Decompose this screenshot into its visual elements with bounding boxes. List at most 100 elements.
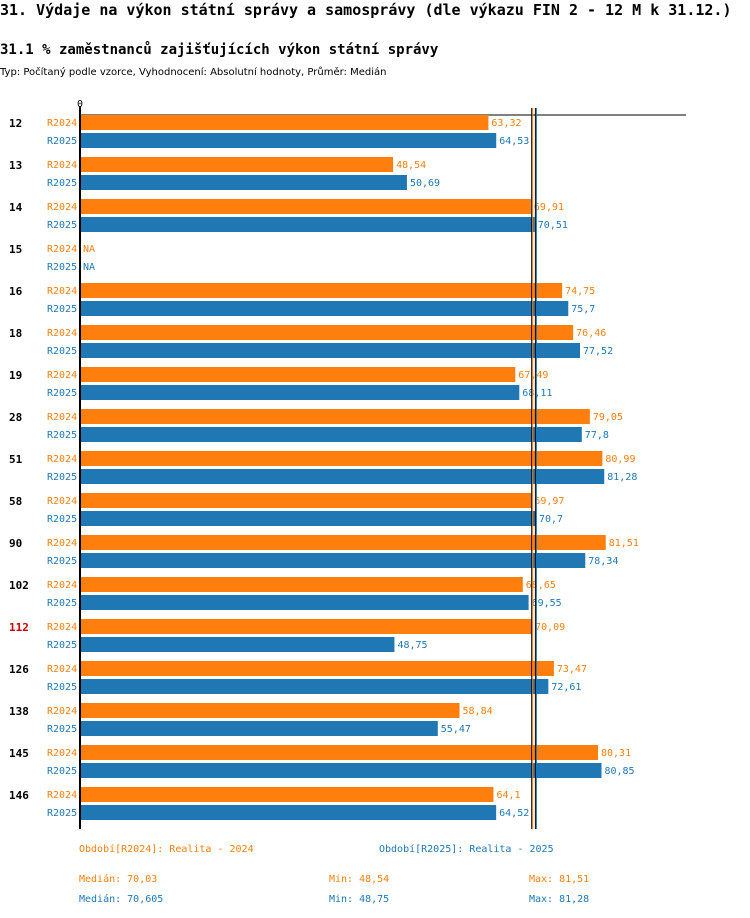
series-label: R2024 xyxy=(47,370,77,381)
bar-value-label: 72,61 xyxy=(551,682,581,693)
series-label: R2024 xyxy=(47,538,77,549)
bar-value-label: 70,7 xyxy=(539,514,563,525)
bar-value-label: 68,65 xyxy=(526,580,556,591)
bar-value-label: 80,99 xyxy=(605,454,635,465)
bar-value-label: 80,85 xyxy=(604,766,634,777)
bar-value-label: 48,75 xyxy=(397,640,427,651)
category-label: 145 xyxy=(9,747,29,760)
stat-max-r2025: Max: 81,28 xyxy=(529,894,590,905)
legend-r2025: Období[R2025]: Realita - 2025 xyxy=(379,844,554,855)
bar-r2024 xyxy=(81,577,523,592)
category-label: 51 xyxy=(9,453,23,466)
series-label: R2025 xyxy=(47,346,77,357)
category-label: 15 xyxy=(9,243,22,256)
bar-r2025 xyxy=(81,301,569,316)
series-label: R2024 xyxy=(47,706,77,717)
stat-min-r2025: Min: 48,75 xyxy=(329,894,390,905)
series-label: R2024 xyxy=(47,454,77,465)
bar-value-label: 77,52 xyxy=(583,346,613,357)
category-label: 90 xyxy=(9,537,22,550)
bar-chart: 0 12 R2024 63,32 R2025 64,53 13 R2024 48,54 R2025… xyxy=(9,99,686,829)
bar-r2024 xyxy=(81,535,606,550)
bar-value-label: 50,69 xyxy=(410,178,440,189)
stat-min-r2024: Min: 48,54 xyxy=(329,874,390,885)
series-label: R2024 xyxy=(47,412,77,423)
bar-r2025 xyxy=(81,427,582,442)
bar-r2024 xyxy=(81,493,532,508)
bar-r2024 xyxy=(81,367,516,382)
series-label: R2024 xyxy=(47,286,77,297)
bar-r2025 xyxy=(81,805,497,820)
bar-value-label: 48,54 xyxy=(396,160,426,171)
bar-r2025 xyxy=(81,595,529,610)
bar-r2025 xyxy=(81,637,395,652)
bar-r2024 xyxy=(81,409,590,424)
category-label: 138 xyxy=(9,705,29,718)
series-label: R2024 xyxy=(47,622,77,633)
category-label: 58 xyxy=(9,495,22,508)
bar-r2025 xyxy=(81,469,605,484)
series-label: R2025 xyxy=(47,598,77,609)
series-label: R2024 xyxy=(47,202,77,213)
bar-value-label: 79,05 xyxy=(593,412,623,423)
bar-value-label: 70,51 xyxy=(538,220,568,231)
bar-value-label: 77,8 xyxy=(585,430,609,441)
bar-value-label: 80,31 xyxy=(601,748,631,759)
bar-r2025 xyxy=(81,217,535,232)
chart-meta: Typ: Počítaný podle vzorce, Vyhodnocení:… xyxy=(0,67,387,78)
bar-value-label: NA xyxy=(83,262,95,273)
bar-value-label: 69,91 xyxy=(534,202,564,213)
series-label: R2024 xyxy=(47,496,77,507)
series-label: R2025 xyxy=(47,472,77,483)
bar-r2024 xyxy=(81,703,460,718)
bar-r2024 xyxy=(81,283,563,298)
series-label: R2025 xyxy=(47,388,77,399)
bar-r2025 xyxy=(81,511,537,526)
series-label: R2025 xyxy=(47,724,77,735)
bar-value-label: 76,46 xyxy=(576,328,606,339)
bar-value-label: 69,55 xyxy=(532,598,562,609)
series-label: R2024 xyxy=(47,328,77,339)
bar-r2025 xyxy=(81,343,581,358)
bar-r2024 xyxy=(81,745,598,760)
category-label: 19 xyxy=(9,369,22,382)
axis-zero-label: 0 xyxy=(77,99,83,110)
bar-r2024 xyxy=(81,199,531,214)
bar-value-label: 74,75 xyxy=(565,286,595,297)
category-label: 18 xyxy=(9,327,22,340)
bar-value-label: 55,47 xyxy=(441,724,471,735)
bar-value-label: 81,28 xyxy=(607,472,637,483)
bar-value-label: 70,09 xyxy=(535,622,565,633)
series-label: R2024 xyxy=(47,118,77,129)
bar-r2025 xyxy=(81,553,586,568)
bar-r2024 xyxy=(81,619,533,634)
bar-r2025 xyxy=(81,679,549,694)
series-label: R2024 xyxy=(47,748,77,759)
bar-value-label: 78,34 xyxy=(588,556,618,567)
series-label: R2025 xyxy=(47,682,77,693)
series-label: R2025 xyxy=(47,514,77,525)
bar-value-label: 69,97 xyxy=(534,496,564,507)
bar-r2024 xyxy=(81,787,494,802)
bar-r2025 xyxy=(81,175,407,190)
bar-value-label: 81,51 xyxy=(609,538,639,549)
bar-r2024 xyxy=(81,451,603,466)
stat-median-r2024: Medián: 70,03 xyxy=(79,874,158,885)
bar-r2024 xyxy=(81,115,489,130)
legend-r2024: Období[R2024]: Realita - 2024 xyxy=(79,844,254,855)
series-label: R2025 xyxy=(47,136,77,147)
bar-r2025 xyxy=(81,133,497,148)
bar-value-label: 73,47 xyxy=(557,664,587,675)
category-label: 12 xyxy=(9,117,22,130)
bar-value-label: 64,53 xyxy=(499,136,529,147)
bar-value-label: 68,11 xyxy=(522,388,552,399)
series-label: R2025 xyxy=(47,766,77,777)
category-label: 102 xyxy=(9,579,29,592)
bar-r2024 xyxy=(81,661,554,676)
series-label: R2025 xyxy=(47,304,77,315)
bar-r2024 xyxy=(81,157,394,172)
series-label: R2025 xyxy=(47,556,77,567)
series-label: R2025 xyxy=(47,220,77,231)
bar-r2025 xyxy=(81,721,438,736)
series-label: R2025 xyxy=(47,262,77,273)
